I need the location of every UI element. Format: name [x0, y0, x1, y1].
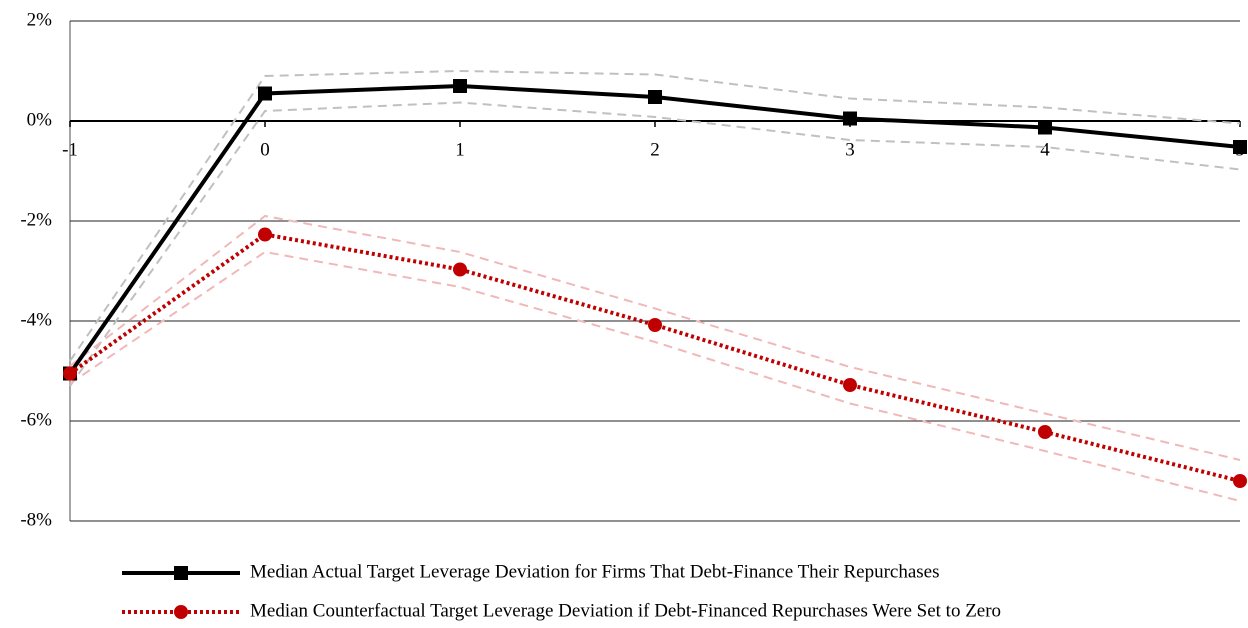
point	[648, 318, 662, 332]
point	[63, 366, 77, 381]
x-tick-label: 0	[260, 139, 270, 160]
y-tick-label: -4%	[20, 309, 52, 330]
y-tick-label: -2%	[20, 209, 52, 230]
point	[1038, 425, 1052, 439]
legend-label: Median Counterfactual Target Leverage De…	[250, 600, 1001, 621]
y-tick-label: 0%	[27, 109, 53, 130]
y-tick-label: 2%	[27, 9, 53, 30]
point	[1233, 474, 1247, 488]
point	[258, 227, 272, 242]
band-line	[69, 214, 1241, 461]
band-line	[69, 250, 1241, 502]
point	[843, 378, 857, 392]
legend-marker	[174, 566, 188, 580]
point	[258, 86, 272, 101]
point	[1038, 120, 1052, 135]
band-line	[69, 69, 1241, 362]
legend-label: Median Actual Target Leverage Deviation …	[250, 561, 940, 582]
y-tick-label: -6%	[20, 409, 52, 430]
legend-marker	[174, 605, 188, 619]
x-tick-label: -1	[62, 139, 78, 160]
x-tick-label: 4	[1040, 139, 1050, 160]
point	[843, 111, 857, 126]
point	[453, 79, 467, 93]
y-tick-label: -8%	[20, 509, 52, 530]
point	[1233, 140, 1247, 154]
point	[453, 262, 467, 277]
band-line	[69, 101, 1241, 387]
series-line	[68, 232, 1241, 483]
x-tick-label: 1	[455, 139, 465, 160]
x-tick-label: 3	[845, 139, 855, 160]
point	[648, 90, 662, 104]
x-tick-label: 2	[650, 139, 660, 160]
